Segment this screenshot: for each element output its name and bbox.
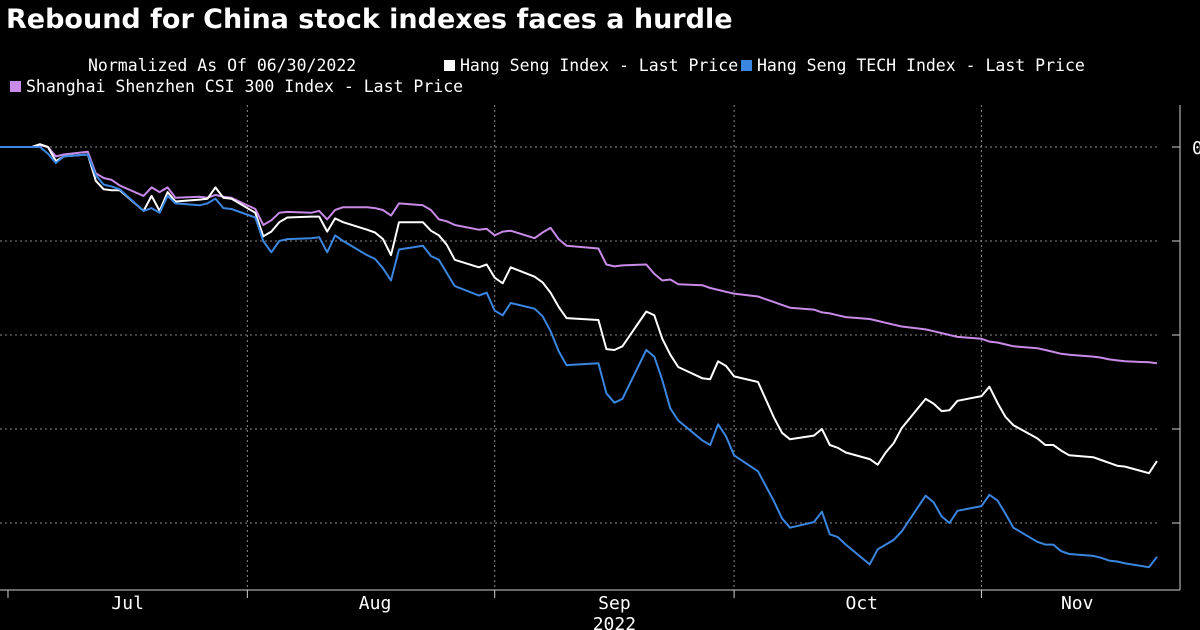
x-axis-label: 2022	[593, 614, 636, 630]
legend-label-hang-seng-tech: Hang Seng TECH Index - Last Price	[757, 56, 1085, 75]
chart-subtitle: Normalized As Of 06/30/2022	[88, 56, 357, 75]
legend-item-csi300: Shanghai Shenzhen CSI 300 Index - Last P…	[10, 77, 463, 96]
legend-label-hang-seng: Hang Seng Index - Last Price	[460, 56, 739, 75]
series-line-hang-seng-tech	[0, 146, 1158, 569]
chart-title: Rebound for China stock indexes faces a …	[6, 4, 733, 35]
y-tick-label: 0	[1192, 138, 1200, 159]
x-tick-label: Sep	[598, 593, 631, 614]
x-tick-label: Aug	[359, 593, 392, 614]
legend-swatch-csi300	[10, 81, 21, 92]
legend-swatch-hang-seng-tech	[741, 60, 752, 71]
series-line-hang-seng	[0, 143, 1158, 475]
legend-item-hang-seng-tech: Hang Seng TECH Index - Last Price	[741, 56, 1085, 75]
x-tick-label: Jul	[111, 593, 144, 614]
legend-item-hang-seng: Hang Seng Index - Last Price	[444, 56, 738, 75]
series-line-csi300	[0, 144, 1158, 365]
legend-label-csi300: Shanghai Shenzhen CSI 300 Index - Last P…	[26, 77, 464, 96]
x-tick-label: Oct	[846, 593, 879, 614]
x-tick-label: Nov	[1061, 593, 1094, 614]
legend-swatch-hang-seng	[444, 60, 455, 71]
